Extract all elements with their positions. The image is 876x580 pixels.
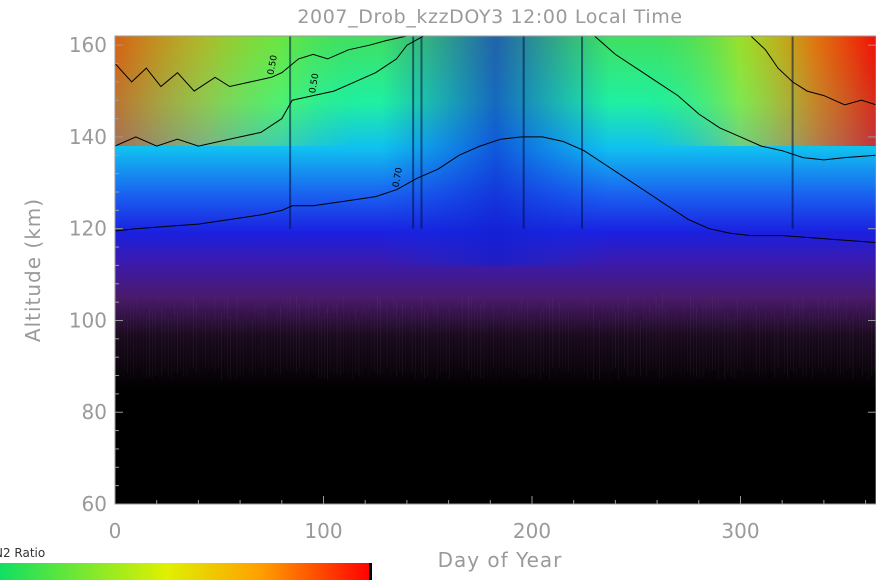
x-tick-label: 100 <box>304 519 342 543</box>
x-tick-label: 200 <box>513 519 551 543</box>
colorbar-end <box>369 563 372 580</box>
contour-label: 0.50 <box>308 72 321 94</box>
contour-line-2 <box>115 36 876 106</box>
contour-line-0 <box>115 136 876 243</box>
heatmap-mid-cool <box>115 36 876 266</box>
plot-frame <box>114 35 876 505</box>
x-axis: 0 100 200 300 <box>109 496 867 543</box>
contour-lines: 0.70 0.50 0.50 <box>115 36 876 243</box>
contour-label: 0.70 <box>392 166 405 188</box>
colorbar-label: N2 Ratio <box>0 546 45 560</box>
contour-line-1 <box>115 36 876 161</box>
y-axis-label: Altitude (km) <box>21 198 45 342</box>
contour-label: 0.50 <box>266 54 279 76</box>
x-tick-label: 0 <box>109 519 122 543</box>
y-tick-label: 120 <box>69 217 107 241</box>
y-tick-label: 60 <box>82 492 107 516</box>
heatmap-area: 0.70 0.50 0.50 <box>115 36 876 504</box>
y-tick-label: 160 <box>69 33 107 57</box>
colorbar <box>0 563 371 580</box>
y-tick-label: 80 <box>82 400 107 424</box>
x-tick-label: 300 <box>721 519 759 543</box>
y-axis: 60 80 100 120 140 160 <box>69 33 876 516</box>
y-tick-label: 140 <box>69 125 107 149</box>
x-axis-label: Day of Year <box>438 548 563 572</box>
y-tick-label: 100 <box>69 308 107 332</box>
heatmap-stripes <box>115 36 876 381</box>
chart-title: 2007_Drob_kzzDOY3 12:00 Local Time <box>297 6 682 28</box>
